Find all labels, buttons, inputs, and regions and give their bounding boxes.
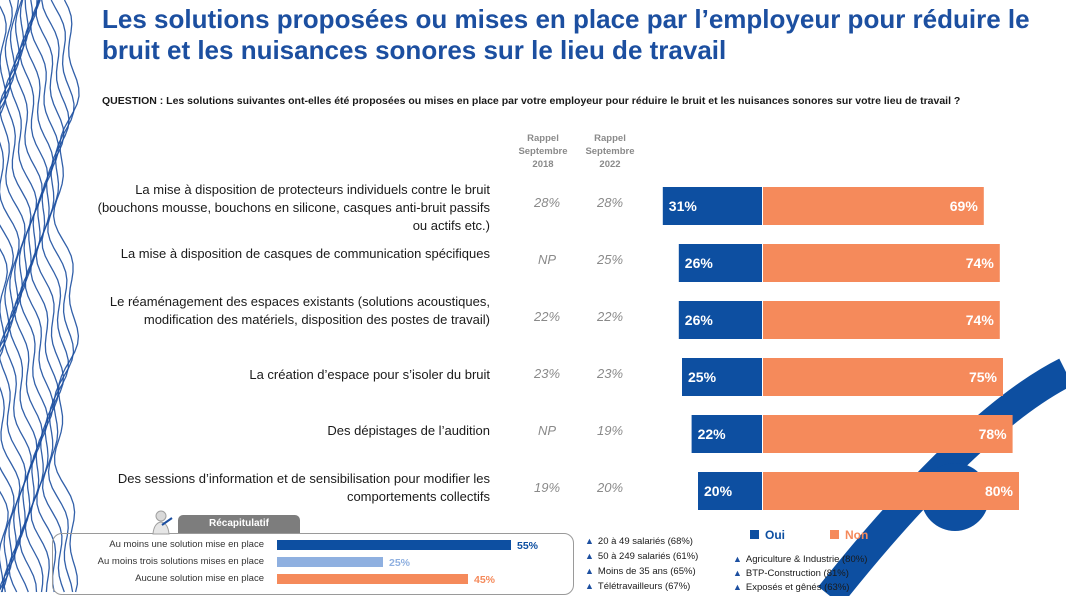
recap-label: Aucune solution mise en place — [135, 573, 264, 584]
legend-item-non: Non — [830, 528, 868, 542]
bar-non — [763, 187, 984, 225]
bar-non — [763, 358, 1003, 396]
triangle-up-icon: ▲ — [585, 536, 594, 546]
recap-bar — [277, 557, 383, 567]
bar-oui — [662, 187, 762, 225]
rappel-2022-value: 25% — [596, 252, 624, 267]
rappel-2018-value: 28% — [533, 195, 561, 210]
data-label-non: 78% — [979, 426, 1008, 442]
wave-line — [19, 0, 49, 593]
data-label-non: 74% — [966, 255, 995, 271]
column-header-2022: Rappel Septembre 2022 — [585, 133, 635, 170]
person-icon — [152, 510, 173, 535]
bar-oui — [698, 472, 762, 510]
legend-item-oui: Oui — [750, 528, 785, 542]
data-label-oui: 22% — [698, 426, 727, 442]
subgroup-note: ▲ Agriculture & Industrie (80%) — [733, 554, 868, 565]
page-title: Les solutions proposées ou mises en plac… — [102, 4, 1030, 65]
wave-line — [30, 0, 59, 593]
bar-non — [763, 301, 1000, 339]
wave-line — [0, 0, 15, 593]
data-label-oui: 26% — [685, 255, 714, 271]
recap-panel — [52, 533, 574, 595]
row-label-sessions: Des sessions d’information et de sensibi… — [117, 471, 490, 504]
recap-label: Au moins trois solutions mises en place — [97, 556, 264, 567]
data-label-oui: 26% — [685, 312, 714, 328]
rappel-2018-value: 19% — [533, 480, 561, 495]
rappel-2022-value: 28% — [596, 195, 624, 210]
bar-oui — [678, 301, 762, 339]
subgroup-note: ▲ BTP-Construction (81%) — [733, 568, 849, 579]
recap-bar — [277, 540, 511, 550]
rappel-2018-value: 22% — [533, 309, 561, 324]
rappel-2022-value: 22% — [596, 309, 624, 324]
row-label-espace-isolement: La création d’espace pour s’isoler du br… — [249, 367, 490, 382]
rappel-2018-value: 23% — [533, 366, 561, 381]
subgroup-note: ▲ Moins de 35 ans (65%) — [585, 566, 696, 577]
triangle-up-icon: ▲ — [585, 566, 594, 576]
data-label-non: 74% — [966, 312, 995, 328]
bar-non — [763, 472, 1019, 510]
triangle-up-icon: ▲ — [733, 554, 742, 564]
legend-swatch-non — [830, 530, 839, 539]
recap-label: Au moins une solution mise en place — [109, 539, 264, 550]
rappel-2022-value: 19% — [596, 423, 624, 438]
wave-line — [3, 0, 32, 593]
recap-header: Récapitulatif — [178, 515, 300, 533]
triangle-up-icon: ▲ — [585, 581, 594, 591]
wave-line — [0, 0, 21, 591]
row-label-casques: La mise à disposition de casques de comm… — [120, 246, 490, 261]
bar-oui — [678, 244, 762, 282]
bar-non — [763, 244, 1000, 282]
subgroup-note: ▲ 20 à 49 salariés (68%) — [585, 536, 693, 547]
recap-bar — [277, 574, 468, 584]
wave-line — [41, 0, 70, 593]
rappel-2018-value: NP — [537, 423, 557, 438]
recap-value: 45% — [474, 574, 496, 586]
subgroup-note: ▲ 50 à 249 salariés (61%) — [585, 551, 699, 562]
data-label-oui: 31% — [669, 198, 698, 214]
column-header-2018: Rappel Septembre 2018 — [518, 133, 568, 170]
bar-oui — [691, 415, 762, 453]
wave-line — [47, 0, 75, 593]
data-label-oui: 25% — [688, 369, 717, 385]
subgroup-note: ▲ Télétravailleurs (67%) — [585, 581, 691, 592]
triangle-up-icon: ▲ — [585, 551, 594, 561]
bar-non — [763, 415, 1013, 453]
rappel-2022-value: 20% — [596, 480, 624, 495]
triangle-up-icon: ▲ — [733, 568, 742, 578]
data-label-non: 80% — [985, 483, 1014, 499]
row-label-depistages: Des dépistages de l’audition — [327, 423, 490, 438]
wave-line — [52, 0, 80, 593]
row-label-reamenagement: Le réaménagement des espaces existants (… — [109, 294, 490, 327]
data-label-oui: 20% — [704, 483, 733, 499]
triangle-up-icon: ▲ — [733, 582, 742, 592]
wave-line — [13, 0, 44, 593]
row-label-protecteurs: La mise à disposition de protecteurs ind… — [97, 182, 490, 233]
recap-value: 55% — [517, 540, 539, 552]
rappel-2018-value: NP — [537, 252, 557, 267]
bar-oui — [682, 358, 762, 396]
data-label-non: 75% — [969, 369, 998, 385]
wave-line — [35, 0, 65, 593]
subgroup-note: ▲ Exposés et gênés (63%) — [733, 582, 850, 593]
legend-swatch-oui — [750, 530, 759, 539]
rappel-2022-value: 23% — [596, 366, 624, 381]
data-label-non: 69% — [950, 198, 979, 214]
question-text: QUESTION : Les solutions suivantes ont-e… — [102, 95, 961, 107]
recap-value: 25% — [389, 557, 411, 569]
